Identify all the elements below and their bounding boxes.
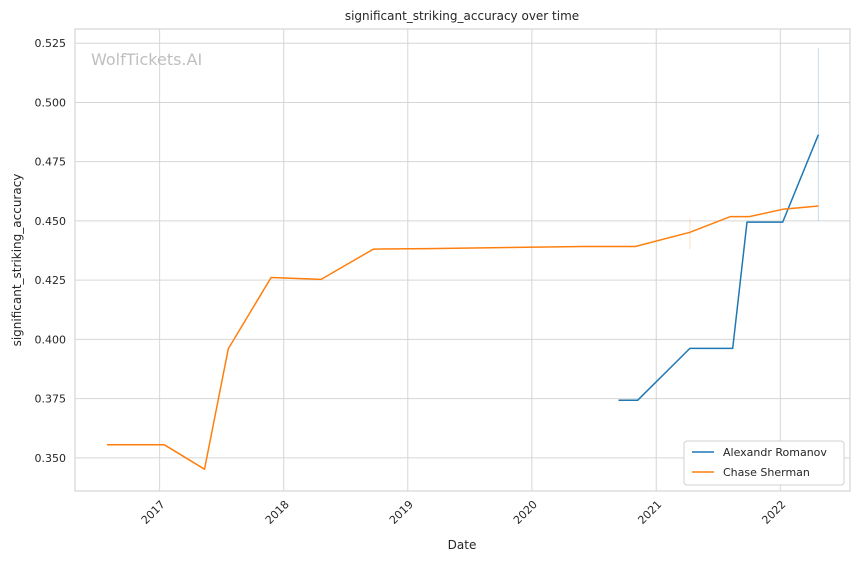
y-tick-label: 0.475 [35, 156, 67, 169]
legend-box [683, 440, 845, 486]
y-tick-label: 0.450 [35, 215, 67, 228]
series-lines [107, 134, 820, 470]
chart-title: significant_striking_accuracy over time [345, 9, 579, 23]
y-tick-label: 0.525 [35, 37, 67, 50]
x-tick-label: 2017 [139, 498, 168, 527]
legend-label-chase-sherman: Chase Sherman [723, 466, 810, 479]
grid-lines [75, 29, 850, 491]
y-tick-label: 0.500 [35, 96, 67, 109]
confidence-bands [689, 47, 819, 250]
x-tick-label: 2021 [635, 498, 664, 527]
watermark: WolfTickets.AI [91, 50, 202, 69]
y-axis-label: significant_striking_accuracy [10, 174, 24, 347]
x-tick-label: 2020 [511, 498, 540, 527]
x-tick-label: 2019 [387, 498, 416, 527]
y-axis-ticks: 0.350 0.375 0.400 0.425 0.450 0.475 0.500 0.525 [35, 37, 67, 465]
plot-area [74, 28, 851, 492]
y-tick-label: 0.425 [35, 274, 67, 287]
legend: Alexandr Romanov Chase Sherman [683, 440, 845, 486]
x-tick-label: 2018 [263, 498, 292, 527]
y-tick-label: 0.350 [35, 452, 67, 465]
x-tick-label: 2022 [759, 498, 788, 527]
legend-label-alexandr-romanov: Alexandr Romanov [723, 446, 827, 459]
x-axis-label: Date [448, 538, 477, 552]
x-axis-ticks: 2017 2018 2019 2020 2021 2022 [139, 498, 789, 527]
series-line-alexandr-romanov [618, 134, 820, 402]
y-tick-label: 0.375 [35, 393, 67, 406]
y-tick-label: 0.400 [35, 333, 67, 346]
series-line-chase-sherman [107, 205, 819, 470]
